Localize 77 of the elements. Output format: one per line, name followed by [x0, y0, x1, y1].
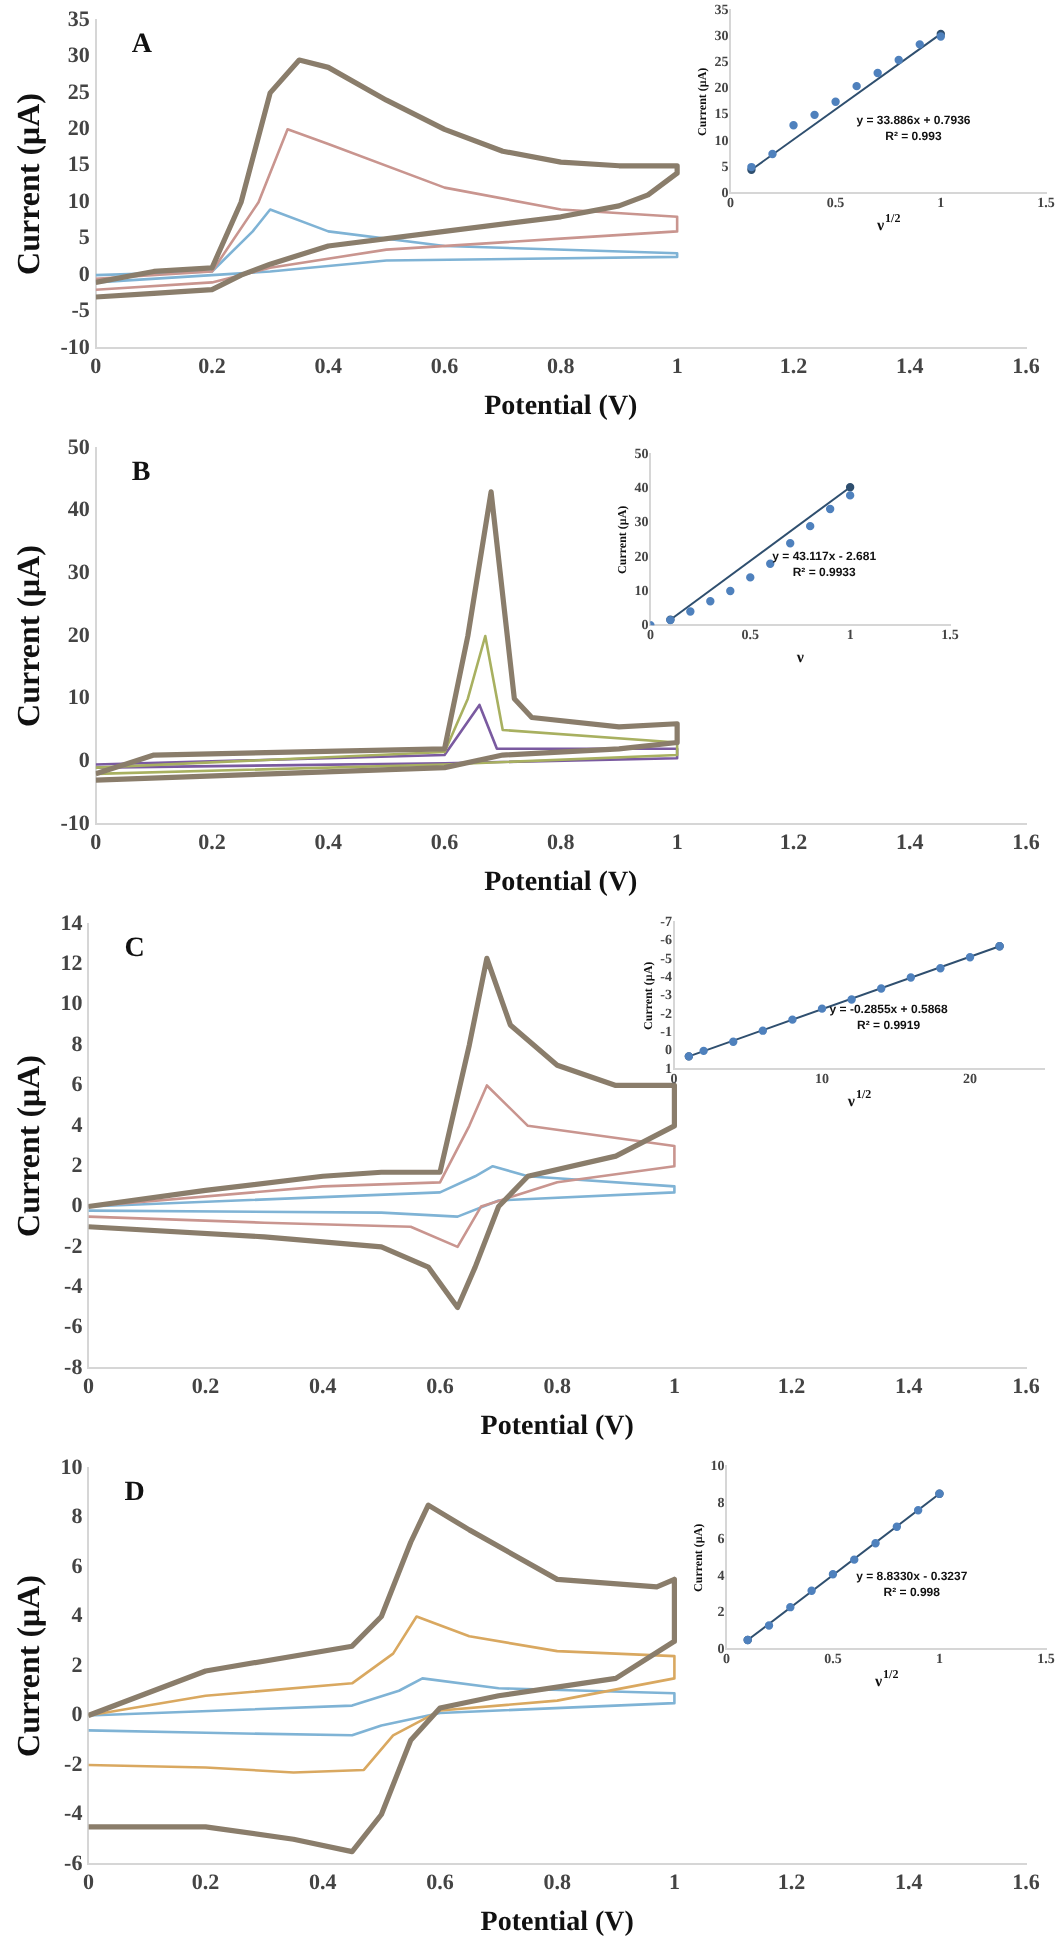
y-tick-label: -6 — [64, 1851, 84, 1876]
y-tick-label: -4 — [64, 1802, 84, 1827]
y-tick-label: 0 — [78, 262, 91, 287]
y-axis-title: Current (μA) — [13, 1055, 48, 1237]
y-tick-label: -8 — [64, 1355, 84, 1380]
x-tick-label: 1.6 — [1012, 1870, 1041, 1895]
y-tick-label: -5 — [71, 299, 91, 324]
y-tick-label: 25 — [67, 80, 91, 105]
x-tick-label: 1.6 — [1012, 830, 1041, 855]
x-tick-label: 1.4 — [895, 1870, 924, 1895]
y-tick-label: 10 — [60, 1455, 84, 1480]
y-tick-label: 15 — [67, 153, 91, 178]
y-tick-label: 50 — [67, 435, 91, 460]
x-tick-label: 0.8 — [547, 354, 576, 379]
y-tick-label: -2 — [64, 1234, 84, 1259]
y-axis-title: Current (μA) — [13, 93, 48, 275]
y-tick-label: -10 — [60, 335, 91, 360]
x-tick-label: 0.4 — [314, 830, 344, 855]
x-axis-title: Potential (V) — [484, 868, 639, 899]
x-tick-label: 0.8 — [543, 1870, 572, 1895]
y-tick-label: 10 — [67, 686, 91, 711]
x-tick-label: 0.8 — [543, 1374, 572, 1399]
x-tick-label: 0.6 — [430, 354, 460, 379]
x-axis-title: Potential (V) — [484, 392, 639, 423]
y-tick-label: -4 — [64, 1274, 84, 1299]
annotation: B — [131, 458, 151, 488]
x-tick-label: 1.2 — [777, 1870, 807, 1895]
y-tick-label: 2 — [71, 1153, 84, 1178]
y-axis-title: Current (μA) — [13, 1575, 48, 1757]
x-tick-label: 0.2 — [191, 1374, 221, 1399]
y-tick-label: 6 — [71, 1554, 84, 1579]
x-tick-label: 0.2 — [198, 354, 227, 379]
y-tick-label: 6 — [71, 1073, 84, 1098]
x-tick-label: 0.2 — [191, 1870, 221, 1895]
x-tick-label: 1.2 — [779, 830, 809, 855]
x-tick-label: 0.4 — [314, 354, 344, 379]
y-tick-label: -6 — [64, 1315, 84, 1340]
y-tick-label: 30 — [67, 561, 91, 586]
annotation: D — [124, 1478, 145, 1508]
x-tick-label: 1.4 — [895, 1374, 924, 1399]
x-tick-label: 0.2 — [198, 830, 227, 855]
x-tick-label: 0.4 — [309, 1374, 338, 1399]
y-tick-label: 0 — [71, 1703, 84, 1728]
y-axis-title: Current (μA) — [13, 545, 48, 727]
y-tick-label: -2 — [64, 1752, 84, 1777]
x-tick-label: 1.2 — [779, 354, 809, 379]
y-tick-label: 40 — [67, 498, 91, 523]
y-tick-label: 20 — [67, 117, 91, 142]
x-tick-label: 1.4 — [895, 354, 925, 379]
x-tick-label: 1.2 — [777, 1374, 807, 1399]
x-axis-title: ν — [794, 648, 805, 666]
y-tick-label: 8 — [71, 1505, 84, 1530]
y-tick-label: 14 — [60, 911, 84, 936]
x-tick-label: 1.4 — [895, 830, 925, 855]
y-tick-label: 8 — [71, 1032, 84, 1057]
y-tick-label: 30 — [67, 44, 91, 69]
x-tick-label: 1.6 — [1012, 1374, 1041, 1399]
x-tick-label: 0.4 — [309, 1870, 338, 1895]
y-tick-label: 12 — [60, 952, 84, 977]
x-axis-title: Potential (V) — [480, 1412, 635, 1443]
x-tick-label: 0.6 — [430, 830, 460, 855]
y-tick-label: 4 — [71, 1113, 84, 1138]
x-tick-label: 1.6 — [1012, 354, 1041, 379]
x-tick-label: 0.6 — [426, 1374, 455, 1399]
y-tick-label: 10 — [60, 992, 84, 1017]
y-tick-label: 4 — [71, 1604, 84, 1629]
x-axis-title: Potential (V) — [480, 1908, 635, 1939]
y-tick-label: 0 — [78, 749, 91, 774]
y-tick-label: 35 — [67, 7, 91, 32]
annotation: A — [131, 30, 154, 60]
y-tick-label: -10 — [60, 811, 91, 836]
x-tick-label: 0.8 — [547, 830, 576, 855]
y-tick-label: 2 — [71, 1653, 84, 1678]
y-tick-label: 0 — [71, 1194, 84, 1219]
x-tick-label: 0.6 — [426, 1870, 455, 1895]
annotation: C — [124, 934, 145, 964]
y-tick-label: 5 — [78, 226, 91, 251]
